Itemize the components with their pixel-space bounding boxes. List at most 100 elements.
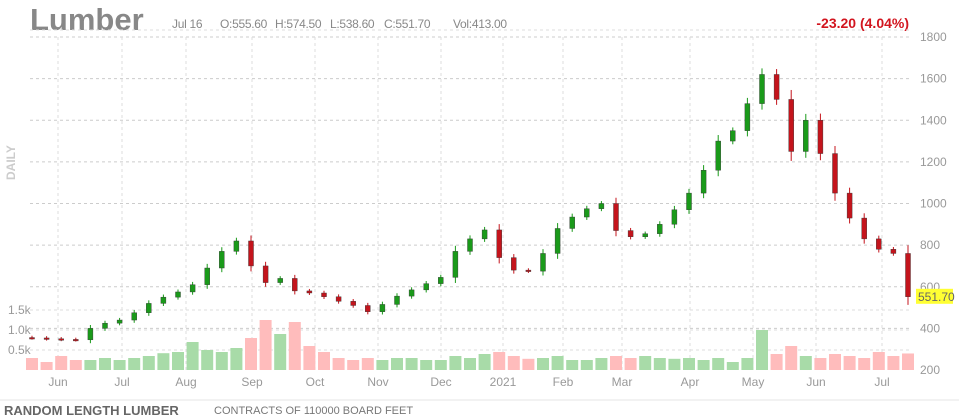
volume-bar xyxy=(712,358,725,370)
volume-bar xyxy=(434,360,447,370)
volume-bar xyxy=(595,358,608,370)
x-tick-label: Jul xyxy=(874,375,889,389)
x-tick-label: Nov xyxy=(367,375,388,389)
volume-tick-label: 1.0k xyxy=(8,323,32,337)
volume-bar xyxy=(318,352,330,370)
candle-body xyxy=(525,269,532,272)
volume-bar xyxy=(799,356,812,370)
volume-bar xyxy=(770,354,783,370)
candle-body xyxy=(773,74,780,100)
volume-bar xyxy=(902,353,914,370)
candle-body xyxy=(262,265,269,283)
volume-bar xyxy=(69,360,82,370)
price-tick-label: 800 xyxy=(920,238,940,252)
candle-body xyxy=(102,322,108,329)
volume-bar xyxy=(55,356,68,370)
volume-bar xyxy=(347,360,360,370)
volume-bar xyxy=(726,362,739,370)
candle-body xyxy=(321,292,327,297)
candle-body xyxy=(715,140,721,171)
candle-body xyxy=(730,130,736,142)
volume-bar xyxy=(113,360,126,370)
candle-body xyxy=(788,99,794,152)
volume-bar xyxy=(361,358,374,370)
volume-bar xyxy=(128,358,141,370)
volume-bar xyxy=(478,354,491,370)
volume-bar xyxy=(405,358,418,370)
volume-bar xyxy=(84,360,97,370)
high-value: H:574.50 xyxy=(275,17,322,31)
volume-bar xyxy=(756,330,768,370)
candle-body xyxy=(686,192,692,210)
volume-bar xyxy=(142,356,155,370)
x-tick-label: Sep xyxy=(241,375,263,389)
volume-bar xyxy=(507,356,520,370)
price-tick-label: 1800 xyxy=(920,30,947,44)
close-value: C:551.70 xyxy=(384,17,431,31)
price-tick-label: 1400 xyxy=(920,113,947,127)
x-tick-label: Apr xyxy=(681,375,700,389)
volume-bar xyxy=(172,352,184,370)
volume-value: Vol:413.00 xyxy=(453,17,507,31)
candle-body xyxy=(248,240,254,267)
candle-body xyxy=(292,278,298,292)
candle-body xyxy=(511,257,517,271)
candle-body xyxy=(219,251,225,269)
volume-bar xyxy=(741,358,754,370)
volume-bar xyxy=(624,358,637,370)
candle-body xyxy=(496,229,502,258)
candle-body xyxy=(671,209,678,225)
candle-body xyxy=(744,103,751,131)
volume-bar xyxy=(259,320,272,370)
x-tick-label: Oct xyxy=(306,375,325,389)
candle-body xyxy=(233,240,240,252)
open-value: O:555.60 xyxy=(220,17,267,31)
volume-bar xyxy=(40,362,53,370)
candle-body xyxy=(832,153,838,194)
price-tick-label: 1600 xyxy=(920,72,947,86)
candle-body xyxy=(627,230,634,237)
candle-body xyxy=(817,120,824,154)
candle-body xyxy=(204,267,210,285)
volume-bar xyxy=(843,356,856,370)
bar-date: Jul 16 xyxy=(172,17,203,31)
x-tick-label: Jul xyxy=(114,375,129,389)
volume-bar xyxy=(537,358,549,370)
price-tick-label: 200 xyxy=(920,363,940,377)
candle-body xyxy=(540,253,546,272)
volume-bar xyxy=(551,356,564,370)
last-price-label: 551.70 xyxy=(918,290,955,304)
instrument-name: RANDOM LENGTH LUMBER xyxy=(4,403,179,418)
volume-bar xyxy=(245,338,257,370)
volume-bar xyxy=(697,360,710,370)
candle-body xyxy=(58,338,64,341)
price-tick-label: 400 xyxy=(920,321,940,335)
volume-bar xyxy=(872,352,885,370)
candle-body xyxy=(803,120,809,152)
volume-bar xyxy=(157,353,170,370)
candle-body xyxy=(277,278,283,283)
x-tick-label: May xyxy=(742,375,765,389)
volume-tick-label: 1.5k xyxy=(8,303,32,317)
price-change: -23.20 (4.04%) xyxy=(816,15,909,31)
candle-body xyxy=(379,304,386,312)
price-tick-label: 1200 xyxy=(920,155,947,169)
x-tick-label: 2021 xyxy=(490,375,517,389)
volume-bar xyxy=(858,358,871,370)
volume-bar xyxy=(683,358,695,370)
volume-bar xyxy=(653,358,666,370)
volume-bar xyxy=(215,352,228,370)
candle-body xyxy=(423,283,429,291)
candle-body xyxy=(73,339,79,342)
candle-body xyxy=(29,337,35,340)
volume-bar xyxy=(376,360,389,370)
candle-body xyxy=(569,216,575,229)
candle-body xyxy=(584,208,590,218)
candle-body xyxy=(175,291,181,298)
candle-body xyxy=(394,295,400,305)
volume-bar xyxy=(288,322,301,370)
x-tick-label: Feb xyxy=(553,375,574,389)
candle-body xyxy=(306,290,313,294)
volume-bar xyxy=(668,358,681,370)
